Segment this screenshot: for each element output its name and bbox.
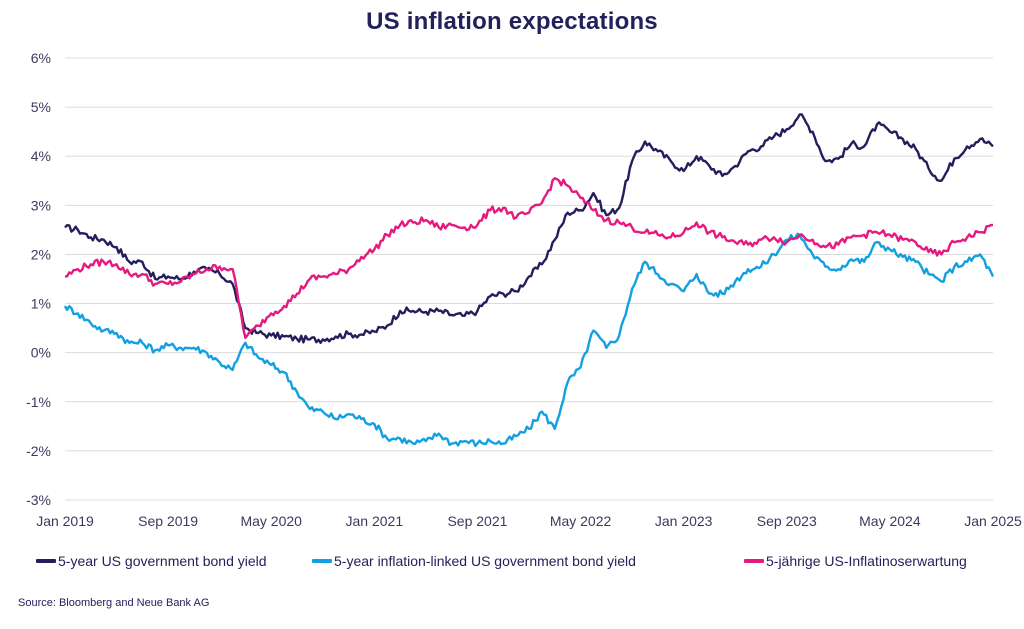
- legend-item-real-yield: 5-year inflation-linked US government bo…: [312, 553, 636, 569]
- legend-label: 5-year US government bond yield: [58, 553, 267, 569]
- source-note: Source: Bloomberg and Neue Bank AG: [18, 597, 210, 609]
- y-tick-label: -3%: [26, 492, 51, 508]
- y-tick-label: 2%: [31, 246, 51, 262]
- y-tick-label: 0%: [31, 345, 51, 361]
- x-tick-label: May 2020: [240, 513, 302, 529]
- x-tick-label: Jan 2021: [346, 513, 404, 529]
- legend: 5-year US government bond yield 5-year i…: [36, 553, 1016, 575]
- x-tick-label: Jan 2023: [655, 513, 713, 529]
- x-tick-label: May 2024: [859, 513, 921, 529]
- legend-item-nominal-yield: 5-year US government bond yield: [36, 553, 267, 569]
- series-lines: [63, 113, 995, 448]
- y-tick-label: -2%: [26, 443, 51, 459]
- series-line-breakeven: [64, 177, 994, 340]
- legend-label: 5-jährige US-Inflatinoserwartung: [766, 553, 967, 569]
- y-axis-ticks: -3% -2% -1% 0% 1% 2% 3% 4% 5% 6%: [26, 50, 51, 508]
- legend-item-breakeven: 5-jährige US-Inflatinoserwartung: [744, 553, 967, 569]
- chart-title: US inflation expectations: [366, 8, 658, 35]
- y-tick-label: 3%: [31, 197, 51, 213]
- y-tick-label: 5%: [31, 99, 51, 115]
- legend-swatch-pink: [744, 559, 764, 563]
- legend-label: 5-year inflation-linked US government bo…: [334, 553, 636, 569]
- y-tick-label: -1%: [26, 394, 51, 410]
- gridlines: [65, 57, 993, 501]
- legend-swatch-navy: [36, 559, 56, 563]
- legend-swatch-blue: [312, 559, 332, 563]
- x-tick-label: Sep 2023: [757, 513, 817, 529]
- x-axis-ticks: Jan 2019 Sep 2019 May 2020 Jan 2021 Sep 2021…: [36, 513, 1022, 529]
- y-tick-label: 6%: [31, 50, 51, 66]
- x-tick-label: Jan 2019: [36, 513, 94, 529]
- series-line-nominal-yield: [64, 113, 994, 344]
- x-tick-label: Sep 2021: [447, 513, 507, 529]
- x-tick-label: Sep 2019: [138, 513, 198, 529]
- x-tick-label: May 2022: [550, 513, 612, 529]
- y-tick-label: 4%: [31, 148, 51, 164]
- series-line-real-yield: [63, 232, 995, 448]
- x-tick-label: Jan 2025: [964, 513, 1022, 529]
- y-tick-label: 1%: [31, 296, 51, 312]
